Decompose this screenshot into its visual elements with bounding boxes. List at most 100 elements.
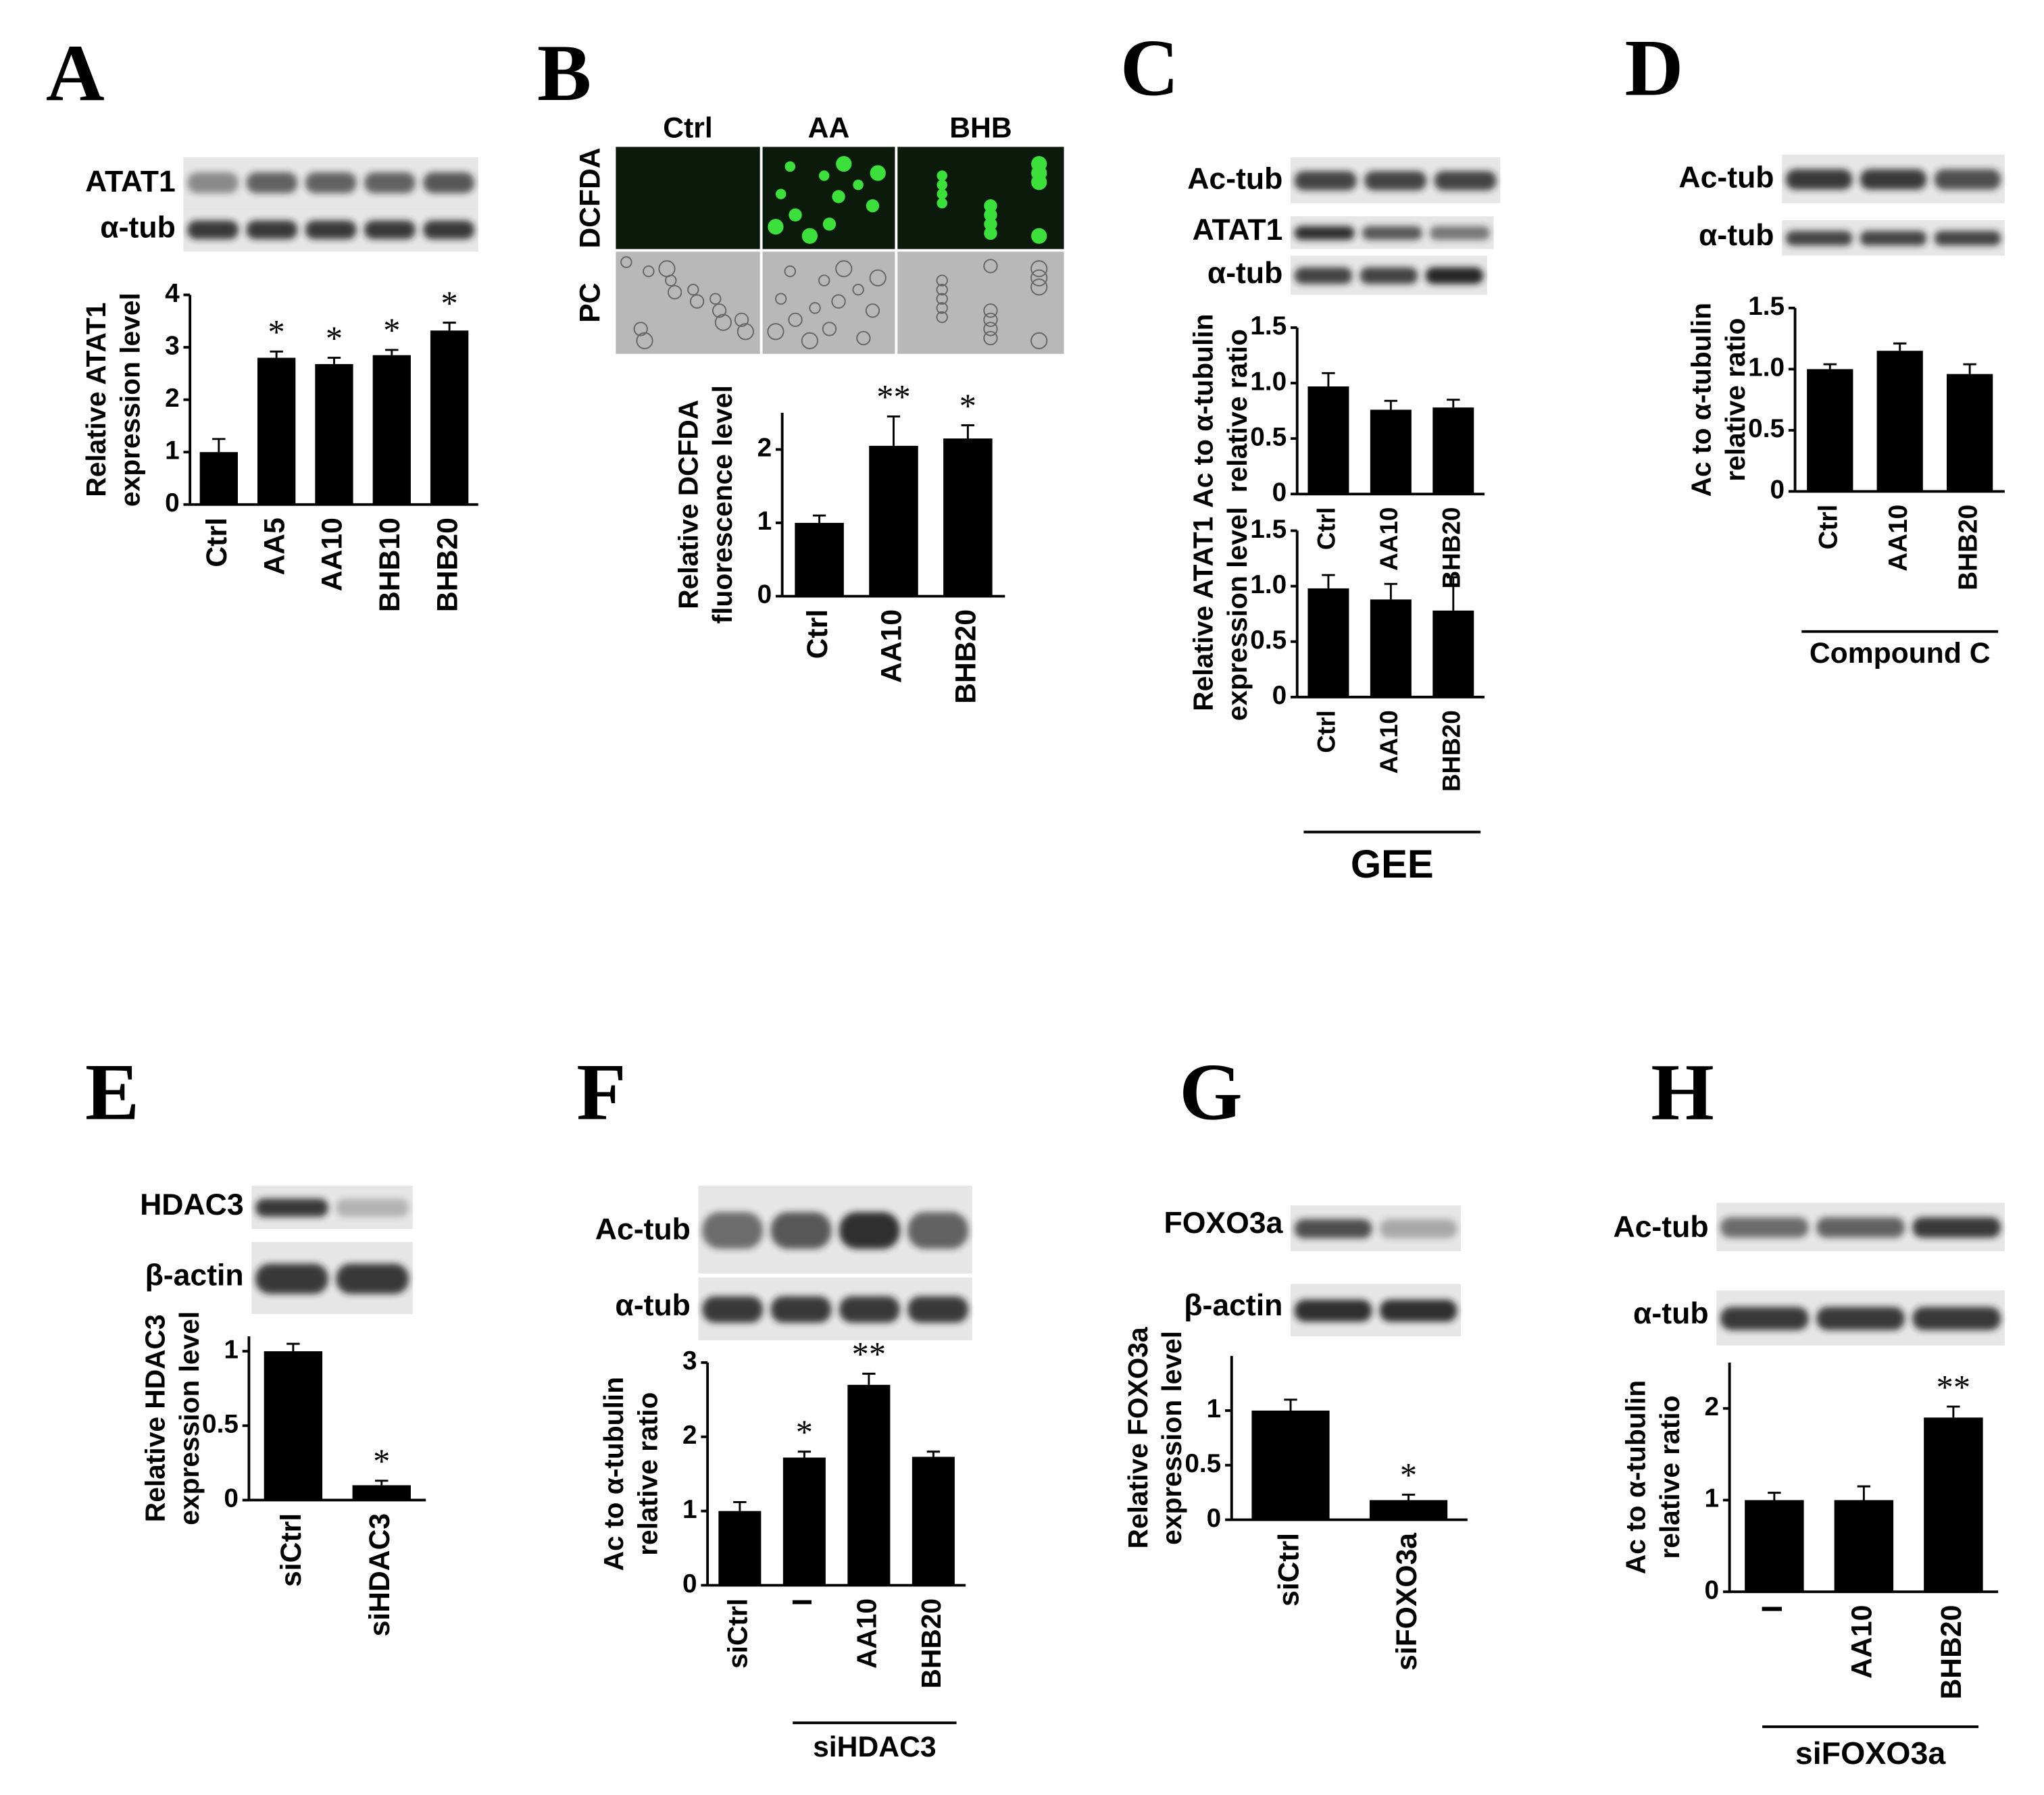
blot-band (1379, 1299, 1457, 1322)
bar (782, 1457, 826, 1586)
fluorescent-cell (937, 198, 947, 209)
blot-band (1934, 230, 2001, 246)
phase-cell (1030, 332, 1048, 349)
blot-band (1379, 1219, 1457, 1239)
y-axis-label: Relative HDAC3 (139, 1314, 170, 1522)
y-axis-label: expression level (1222, 507, 1253, 721)
blot-band (770, 1296, 832, 1323)
blot-band (246, 172, 298, 193)
bar (1251, 1410, 1330, 1520)
blot-label: α-tub (615, 1289, 691, 1322)
y-tick-label: 1.5 (1748, 292, 1785, 321)
bar (1307, 386, 1349, 495)
y-tick-label: 0.5 (1250, 422, 1287, 451)
y-tick-label: 2 (682, 1421, 697, 1450)
phase-cell (788, 312, 803, 328)
x-tick-label: AA10 (851, 1598, 882, 1669)
bar (430, 330, 469, 505)
phase-cell (643, 265, 655, 278)
fluorescent-cell (866, 199, 880, 213)
panel-letter: C (1120, 23, 1179, 113)
y-tick-label: 0 (1207, 1504, 1222, 1533)
y-axis-label: expression level (1156, 1331, 1187, 1545)
bar (257, 357, 296, 505)
phase-cell (822, 322, 837, 336)
x-tick-label: AA10 (876, 609, 908, 683)
blot-band (187, 172, 239, 193)
phase-cell (784, 265, 797, 278)
micrograph (762, 147, 895, 249)
image-column-label: Ctrl (663, 111, 712, 144)
bar (1807, 369, 1853, 492)
x-tick-label: Ctrl (1814, 505, 1843, 550)
y-tick-label: 0 (224, 1484, 239, 1513)
y-axis-label: Relative ATAT1 (80, 303, 111, 497)
blot-band (1430, 226, 1490, 241)
y-tick-label: 1.0 (1250, 570, 1287, 599)
blot-band (1720, 1307, 1809, 1330)
significance: * (441, 284, 458, 322)
fluorescent-cell (937, 179, 947, 191)
blot-band (187, 220, 239, 240)
x-tick-label: BHB20 (916, 1598, 947, 1689)
phase-cell (983, 259, 998, 274)
x-tick-label: BHB10 (374, 517, 406, 612)
y-tick-label: 1 (757, 507, 772, 536)
fluorescent-cell (1031, 228, 1047, 244)
blot-band (423, 220, 474, 240)
phase-cell (1030, 260, 1048, 278)
bar (795, 522, 844, 597)
y-tick-label: 0.5 (1250, 626, 1287, 655)
blot-band (246, 220, 298, 240)
blot-label: α-tub (1633, 1297, 1709, 1330)
phase-cell (983, 322, 998, 336)
fluorescent-cell (818, 170, 830, 181)
blot-band (1294, 171, 1357, 191)
phase-cell (658, 260, 676, 278)
blot-label: α-tub (100, 211, 176, 244)
bar (352, 1485, 411, 1500)
y-axis-label: expression level (115, 293, 146, 507)
y-tick-label: 0.5 (202, 1410, 239, 1439)
blot-label: β-actin (1184, 1289, 1282, 1322)
blot-band (364, 220, 416, 240)
fluorescent-cell (853, 179, 864, 191)
fluorescent-cell (984, 226, 997, 241)
phase-cell (633, 322, 648, 336)
y-axis-label: relative ratio (1654, 1395, 1685, 1559)
blot-band (1785, 169, 1853, 190)
panel-letter: E (85, 1048, 139, 1138)
fluorescent-cell (937, 170, 947, 181)
fluorescent-cell (768, 219, 784, 235)
blot-band (1425, 267, 1484, 284)
x-tick-label: AA10 (1846, 1605, 1878, 1679)
blot-band (1362, 226, 1422, 241)
y-tick-label: 1.5 (1250, 515, 1287, 544)
blot-band (1816, 1307, 1905, 1330)
bar (718, 1511, 762, 1586)
y-tick-label: 0 (1272, 681, 1287, 710)
fluorescent-cell (1031, 174, 1047, 191)
blot-label: α-tub (1207, 257, 1283, 290)
bar (1370, 599, 1412, 697)
blot-band (1816, 1217, 1905, 1238)
blot-label: Ac-tub (1187, 163, 1282, 196)
phase-cell (936, 284, 948, 296)
phase-cell (774, 293, 787, 305)
y-tick-label: 1 (1705, 1484, 1720, 1513)
bar (372, 355, 411, 505)
y-tick-label: 0 (682, 1569, 697, 1598)
x-tick-label: BHB20 (1438, 710, 1466, 792)
blot-band (1912, 1307, 2001, 1330)
x-tick-label: siCtrl (275, 1513, 307, 1587)
blot-band (305, 220, 357, 240)
blot-label: Ac-tub (595, 1213, 691, 1246)
phase-cell (852, 284, 864, 296)
panel-letter: B (537, 28, 591, 118)
fluorescent-cell (937, 188, 947, 199)
blot-band (1785, 230, 1853, 246)
blot-band (305, 172, 357, 193)
bar (199, 452, 238, 505)
blot-band (839, 1296, 900, 1323)
phase-cell (1030, 269, 1048, 286)
